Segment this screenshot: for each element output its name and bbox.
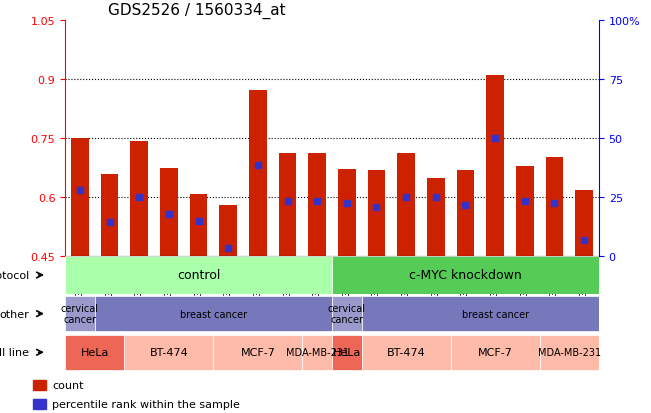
Bar (516, 166, 534, 256)
FancyBboxPatch shape (362, 297, 629, 331)
Text: MDA-MB-231: MDA-MB-231 (538, 347, 601, 357)
Text: cervical
cancer: cervical cancer (328, 303, 366, 325)
FancyBboxPatch shape (332, 335, 362, 370)
Text: MCF-7: MCF-7 (478, 347, 512, 357)
FancyBboxPatch shape (302, 335, 332, 370)
Bar (309, 154, 326, 256)
FancyBboxPatch shape (65, 256, 332, 294)
FancyBboxPatch shape (65, 335, 124, 370)
Text: HeLa: HeLa (81, 347, 109, 357)
Bar (130, 142, 148, 256)
Text: HeLa: HeLa (333, 347, 361, 357)
FancyBboxPatch shape (362, 335, 450, 370)
FancyBboxPatch shape (332, 297, 362, 331)
FancyBboxPatch shape (95, 297, 332, 331)
Bar (219, 205, 237, 256)
Bar (427, 178, 445, 256)
Text: breast cancer: breast cancer (180, 309, 247, 319)
Text: percentile rank within the sample: percentile rank within the sample (52, 399, 240, 409)
Bar (368, 171, 385, 256)
Text: c-MYC knockdown: c-MYC knockdown (409, 269, 522, 282)
Text: cell line: cell line (0, 347, 29, 357)
Text: control: control (177, 269, 220, 282)
Text: MCF-7: MCF-7 (240, 347, 275, 357)
Bar (546, 158, 563, 256)
Bar (249, 90, 267, 256)
Bar (101, 174, 118, 256)
Text: MDA-MB-231: MDA-MB-231 (286, 347, 349, 357)
FancyBboxPatch shape (540, 335, 599, 370)
Bar (189, 194, 208, 256)
FancyBboxPatch shape (124, 335, 214, 370)
Text: protocol: protocol (0, 271, 29, 280)
Bar (279, 154, 296, 256)
Bar (397, 154, 415, 256)
Text: GDS2526 / 1560334_at: GDS2526 / 1560334_at (108, 3, 285, 19)
Text: breast cancer: breast cancer (462, 309, 529, 319)
Bar (160, 169, 178, 256)
FancyBboxPatch shape (332, 256, 599, 294)
FancyBboxPatch shape (65, 297, 95, 331)
Bar (456, 171, 475, 256)
Bar (71, 138, 89, 256)
Text: other: other (0, 309, 29, 319)
Bar (338, 170, 355, 256)
FancyBboxPatch shape (214, 335, 302, 370)
Bar (33, 399, 46, 409)
Bar (33, 380, 46, 390)
Bar (486, 76, 504, 256)
Text: count: count (52, 380, 83, 390)
Text: cervical
cancer: cervical cancer (61, 303, 99, 325)
FancyBboxPatch shape (450, 335, 540, 370)
Bar (575, 190, 593, 256)
Text: BT-474: BT-474 (387, 347, 426, 357)
Text: BT-474: BT-474 (150, 347, 188, 357)
